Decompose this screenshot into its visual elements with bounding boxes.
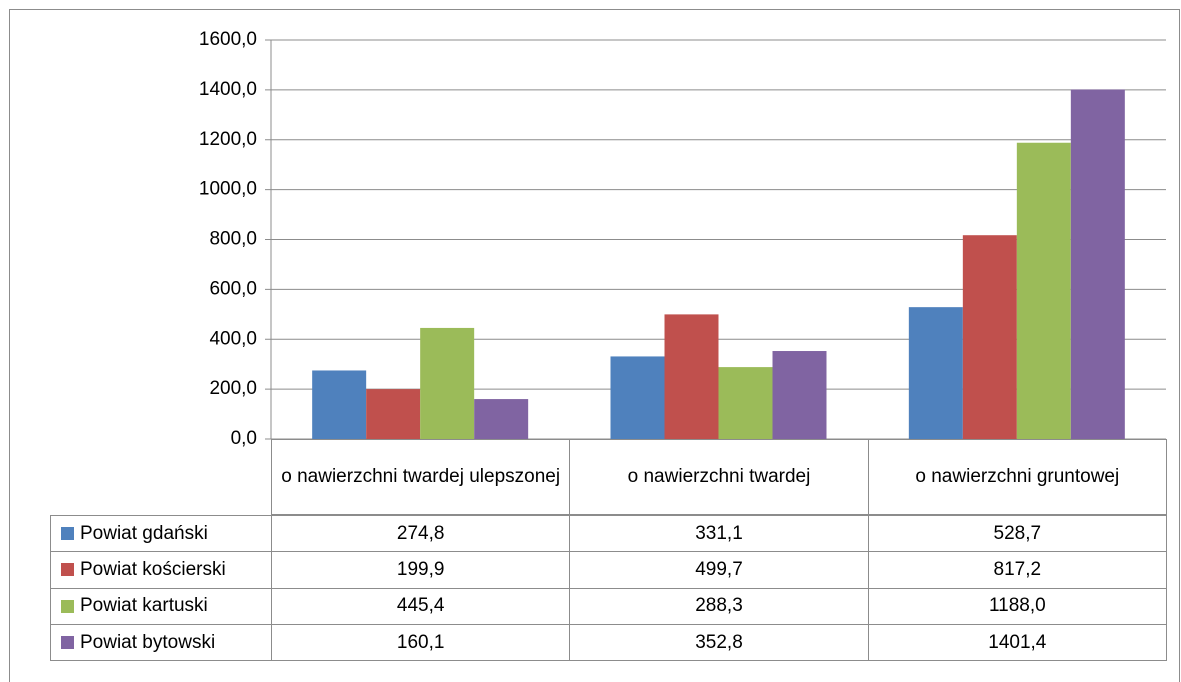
bar — [474, 399, 529, 439]
legend-entry: Powiat gdański — [50, 515, 272, 553]
data-label: 1188,0 — [867, 587, 1167, 625]
legend-entry: Powiat kartuski — [50, 587, 272, 625]
y-tick-label: 600,0 — [209, 278, 257, 299]
x-tick-label-text: o nawierzchni twardej ulepszonej — [281, 466, 561, 488]
x-tick-label-text: o nawierzchni twardej — [627, 466, 811, 488]
bar — [962, 235, 1017, 439]
x-tick-label-text: o nawierzchni gruntowej — [915, 466, 1120, 488]
bar — [772, 351, 827, 439]
data-label: 352,8 — [569, 623, 869, 662]
y-tick-label: 200,0 — [209, 378, 257, 399]
data-label: 274,8 — [271, 515, 571, 553]
bar — [610, 356, 665, 439]
data-label: 1401,4 — [867, 623, 1167, 662]
legend-key — [61, 527, 74, 541]
data-label-text: 817,2 — [993, 559, 1042, 581]
data-label-text: 1401,4 — [988, 631, 1047, 653]
data-label-text: 528,7 — [993, 522, 1042, 544]
y-tick-label: 1200,0 — [199, 129, 257, 150]
data-label: 288,3 — [569, 587, 869, 625]
bar — [366, 389, 421, 439]
y-tick-label: 1600,0 — [199, 29, 257, 50]
data-label-text: 352,8 — [695, 631, 743, 653]
bar — [908, 307, 963, 439]
legend-label: Powiat kartuski — [80, 595, 208, 617]
bar — [718, 367, 773, 439]
y-tick-label: 400,0 — [209, 328, 257, 349]
bar — [312, 370, 367, 439]
legend-key — [61, 563, 74, 577]
bar — [664, 314, 719, 439]
legend-key — [61, 636, 74, 650]
data-label: 160,1 — [271, 623, 571, 662]
data-label-text: 499,7 — [695, 559, 743, 581]
x-tick-label: o nawierzchni twardej ulepszonej — [271, 439, 571, 515]
legend-label: Powiat kościerski — [80, 559, 226, 581]
data-label-text: 199,9 — [396, 559, 445, 581]
legend-label: Powiat bytowski — [80, 631, 216, 653]
data-label-text: 274,8 — [396, 522, 445, 544]
x-tick-label: o nawierzchni gruntowej — [867, 439, 1167, 515]
y-tick-label: 0,0 — [231, 428, 257, 449]
data-label: 817,2 — [867, 551, 1167, 589]
bar — [420, 327, 475, 439]
data-label-text: 1188,0 — [988, 595, 1046, 617]
bar — [1070, 89, 1125, 439]
data-label: 199,9 — [271, 551, 571, 589]
legend-entry: Powiat kościerski — [50, 551, 272, 589]
data-label-text: 331,1 — [695, 522, 743, 544]
data-label-text: 160,1 — [396, 631, 445, 653]
x-tick-label: o nawierzchni twardej — [569, 439, 869, 515]
y-tick-label: 1000,0 — [199, 179, 257, 200]
y-tick-label: 800,0 — [209, 229, 257, 250]
legend-entry: Powiat bytowski — [50, 623, 272, 662]
data-label: 445,4 — [271, 587, 571, 625]
data-label-text: 288,3 — [695, 595, 743, 617]
data-label-text: 445,4 — [396, 595, 445, 617]
data-label: 499,7 — [569, 551, 869, 589]
data-label: 528,7 — [867, 515, 1167, 553]
legend-key — [61, 599, 74, 613]
data-label: 331,1 — [569, 515, 869, 553]
bar — [1016, 142, 1071, 439]
y-tick-label: 1400,0 — [199, 79, 257, 100]
chart-frame — [9, 9, 1180, 682]
legend-label: Powiat gdański — [80, 522, 208, 544]
